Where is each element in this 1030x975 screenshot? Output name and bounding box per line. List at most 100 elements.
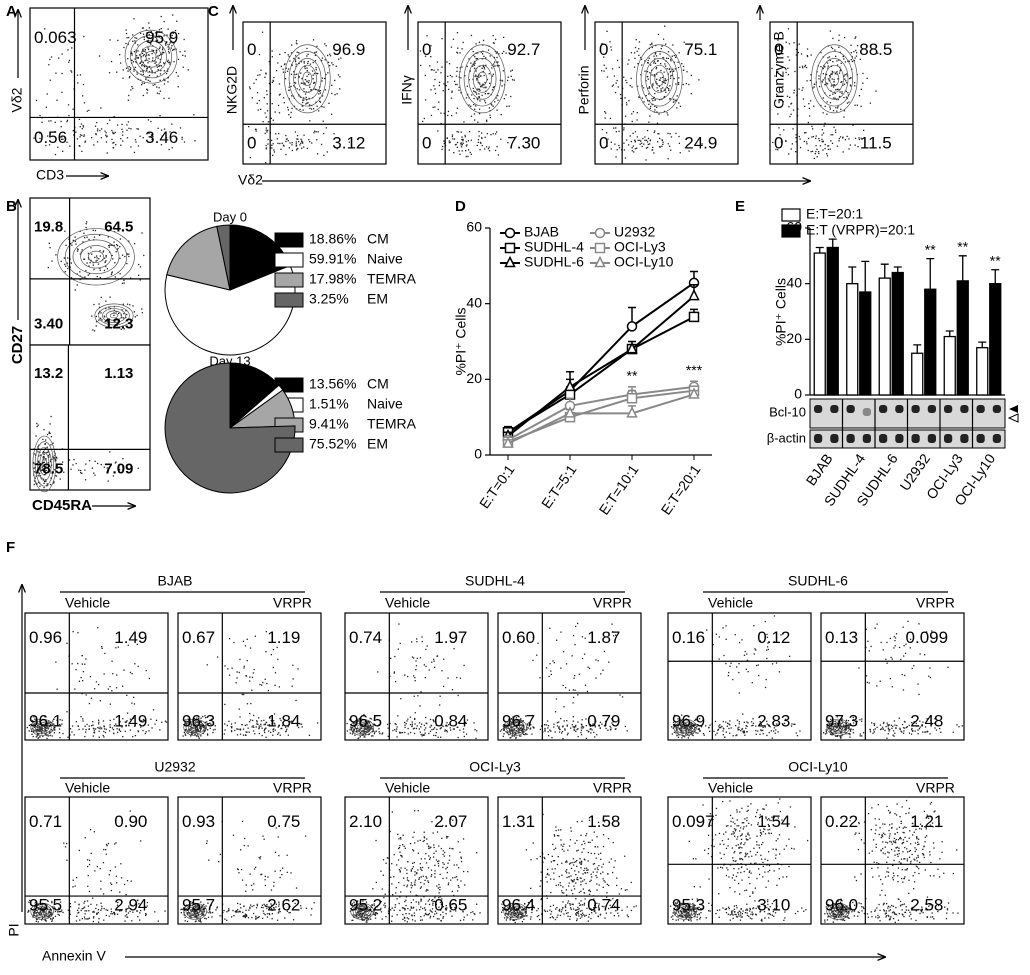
event-dot <box>494 101 496 103</box>
event-dot <box>606 141 608 144</box>
event-dot <box>840 81 842 83</box>
event-dot <box>140 70 142 72</box>
event-dot <box>158 54 161 57</box>
event-dot <box>518 731 520 734</box>
event-dot <box>293 105 296 107</box>
blot-band <box>927 405 936 413</box>
event-dot <box>512 732 514 734</box>
event-dot <box>447 677 449 679</box>
plot-frame <box>344 612 489 741</box>
event-dot <box>69 459 71 461</box>
event-dot <box>126 320 129 322</box>
event-dot <box>649 139 652 141</box>
event-dot <box>113 912 116 915</box>
event-dot <box>106 152 108 154</box>
event-dot <box>83 232 85 234</box>
event-dot <box>676 734 678 736</box>
event-dot <box>66 711 68 713</box>
event-dot <box>788 655 791 657</box>
event-dot <box>283 145 285 147</box>
event-dot <box>229 674 231 676</box>
event-dot <box>53 906 55 908</box>
event-dot <box>903 645 905 647</box>
event-dot <box>190 901 192 903</box>
event-dot <box>192 732 194 734</box>
event-dot <box>111 271 113 273</box>
event-dot <box>497 154 499 156</box>
event-dot <box>482 44 484 46</box>
event-dot <box>90 259 92 261</box>
event-dot <box>140 726 142 728</box>
event-dot <box>173 42 175 44</box>
event-dot <box>312 39 315 41</box>
event-dot <box>150 120 152 123</box>
event-dot <box>32 914 35 916</box>
event-dot <box>485 146 488 148</box>
event-dot <box>43 486 45 489</box>
event-dot <box>520 720 522 722</box>
event-dot <box>865 628 867 630</box>
event-dot <box>835 55 837 57</box>
event-dot <box>246 724 248 726</box>
event-dot <box>150 37 152 40</box>
event-dot <box>44 723 47 725</box>
event-dot <box>589 723 591 726</box>
event-dot <box>788 106 790 108</box>
event-dot <box>103 907 105 910</box>
event-dot <box>436 655 438 657</box>
event-dot <box>449 727 451 729</box>
event-dot <box>90 903 92 905</box>
contour <box>39 725 45 730</box>
event-dot <box>453 648 455 650</box>
bar <box>911 352 924 396</box>
event-dot <box>813 105 815 107</box>
marker <box>564 406 576 418</box>
event-dot <box>481 58 484 60</box>
event-dot <box>48 144 51 146</box>
event-dot <box>398 623 400 625</box>
event-dot <box>596 734 598 736</box>
event-dot <box>140 32 142 34</box>
event-dot <box>394 723 396 725</box>
event-dot <box>834 97 836 99</box>
event-dot <box>882 649 884 651</box>
event-dot <box>690 74 692 77</box>
event-dot <box>679 728 681 731</box>
legend-value: 1.51% <box>309 396 349 412</box>
event-dot <box>95 133 97 136</box>
event-dot <box>49 459 52 461</box>
event-dot <box>476 144 478 147</box>
event-dot <box>42 455 45 458</box>
event-dot <box>372 731 374 733</box>
event-dot <box>38 728 41 730</box>
event-dot <box>822 140 824 142</box>
event-dot <box>255 78 257 81</box>
event-dot <box>64 137 66 139</box>
event-dot <box>603 650 605 653</box>
event-dot <box>574 689 576 691</box>
event-dot <box>100 317 102 319</box>
event-dot <box>807 121 809 124</box>
event-dot <box>92 911 94 913</box>
event-dot <box>589 728 591 730</box>
event-dot <box>839 95 841 98</box>
event-dot <box>532 659 534 662</box>
event-dot <box>809 79 811 82</box>
event-dot <box>687 737 689 739</box>
event-dot <box>362 725 364 728</box>
event-dot <box>810 54 812 56</box>
event-dot <box>826 62 829 64</box>
event-dot <box>45 920 47 922</box>
event-dot <box>870 645 872 648</box>
event-dot <box>677 718 679 720</box>
event-dot <box>671 726 673 728</box>
event-dot <box>91 467 93 469</box>
event-dot <box>424 732 426 734</box>
event-dot <box>72 130 74 132</box>
event-dot <box>39 463 42 465</box>
event-dot <box>836 73 838 75</box>
event-dot <box>595 677 597 679</box>
axis-label: Vδ2 <box>238 172 263 188</box>
event-dot <box>301 141 304 143</box>
event-dot <box>522 727 524 730</box>
